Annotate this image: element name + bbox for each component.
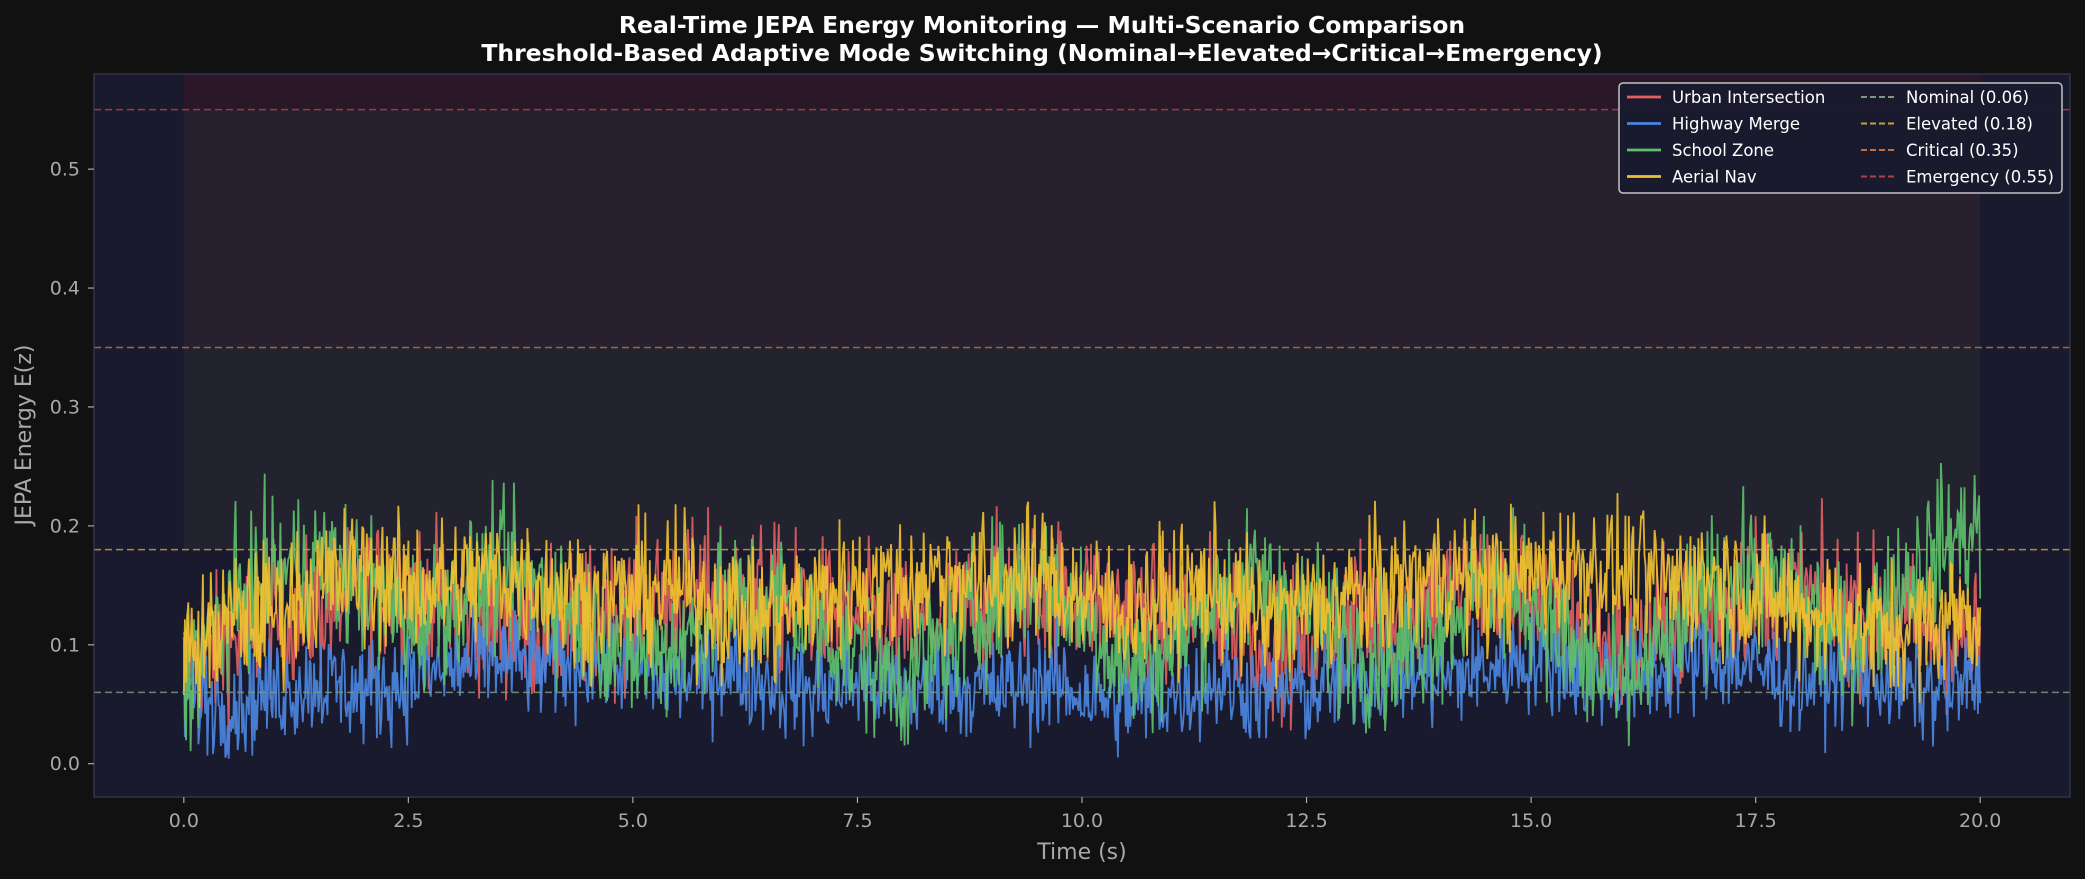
x-tick-label: 2.5 [393,810,423,832]
x-tick-label: 5.0 [618,810,648,832]
legend-items: Urban Intersection Highway Merge School Zo… [1627,88,2054,187]
legend-label: Aerial Nav [1672,168,1757,187]
legend-label: Critical (0.35) [1906,141,2019,160]
x-tick-label: 15.0 [1510,810,1552,832]
x-axis-ticks: 0.0 2.5 5.0 7.5 10.0 12.5 15.0 17.5 20.0 [169,797,2001,832]
x-tick-label: 10.0 [1061,810,1103,832]
y-tick-label: 0.3 [50,396,80,418]
legend-label: Urban Intersection [1672,88,1825,107]
legend-label: Emergency (0.55) [1906,168,2054,187]
x-tick-label: 7.5 [842,810,872,832]
elevated-band [183,347,1981,550]
legend-label: Nominal (0.06) [1906,88,2029,107]
y-tick-label: 0.5 [50,159,80,181]
x-tick-label: 17.5 [1734,810,1776,832]
legend-label: Elevated (0.18) [1906,115,2033,134]
legend-box [1618,82,2063,194]
x-tick-label: 20.0 [1959,810,2001,832]
series-line-aerial-nav [182,493,1982,708]
y-axis-label: JEPA Energy E(z) [12,345,37,528]
chart-subtitle: Threshold-Based Adaptive Mode Switching … [481,39,1602,67]
legend: Urban Intersection Highway Merge School Zo… [1618,82,2063,194]
legend-label: School Zone [1672,141,1774,160]
x-tick-label: 12.5 [1285,810,1327,832]
y-axis-ticks: 0.0 0.1 0.2 0.3 0.4 0.5 [50,159,94,775]
x-tick-label: 0.0 [169,810,199,832]
x-axis-label: Time (s) [1036,840,1126,865]
chart-title: Real-Time JEPA Energy Monitoring — Multi… [619,11,1465,39]
y-tick-label: 0.0 [50,753,80,775]
series-lines [182,462,1982,759]
legend-label: Highway Merge [1672,115,1800,134]
y-tick-label: 0.4 [50,278,80,300]
y-tick-label: 0.1 [50,634,80,656]
y-tick-label: 0.2 [50,515,80,537]
